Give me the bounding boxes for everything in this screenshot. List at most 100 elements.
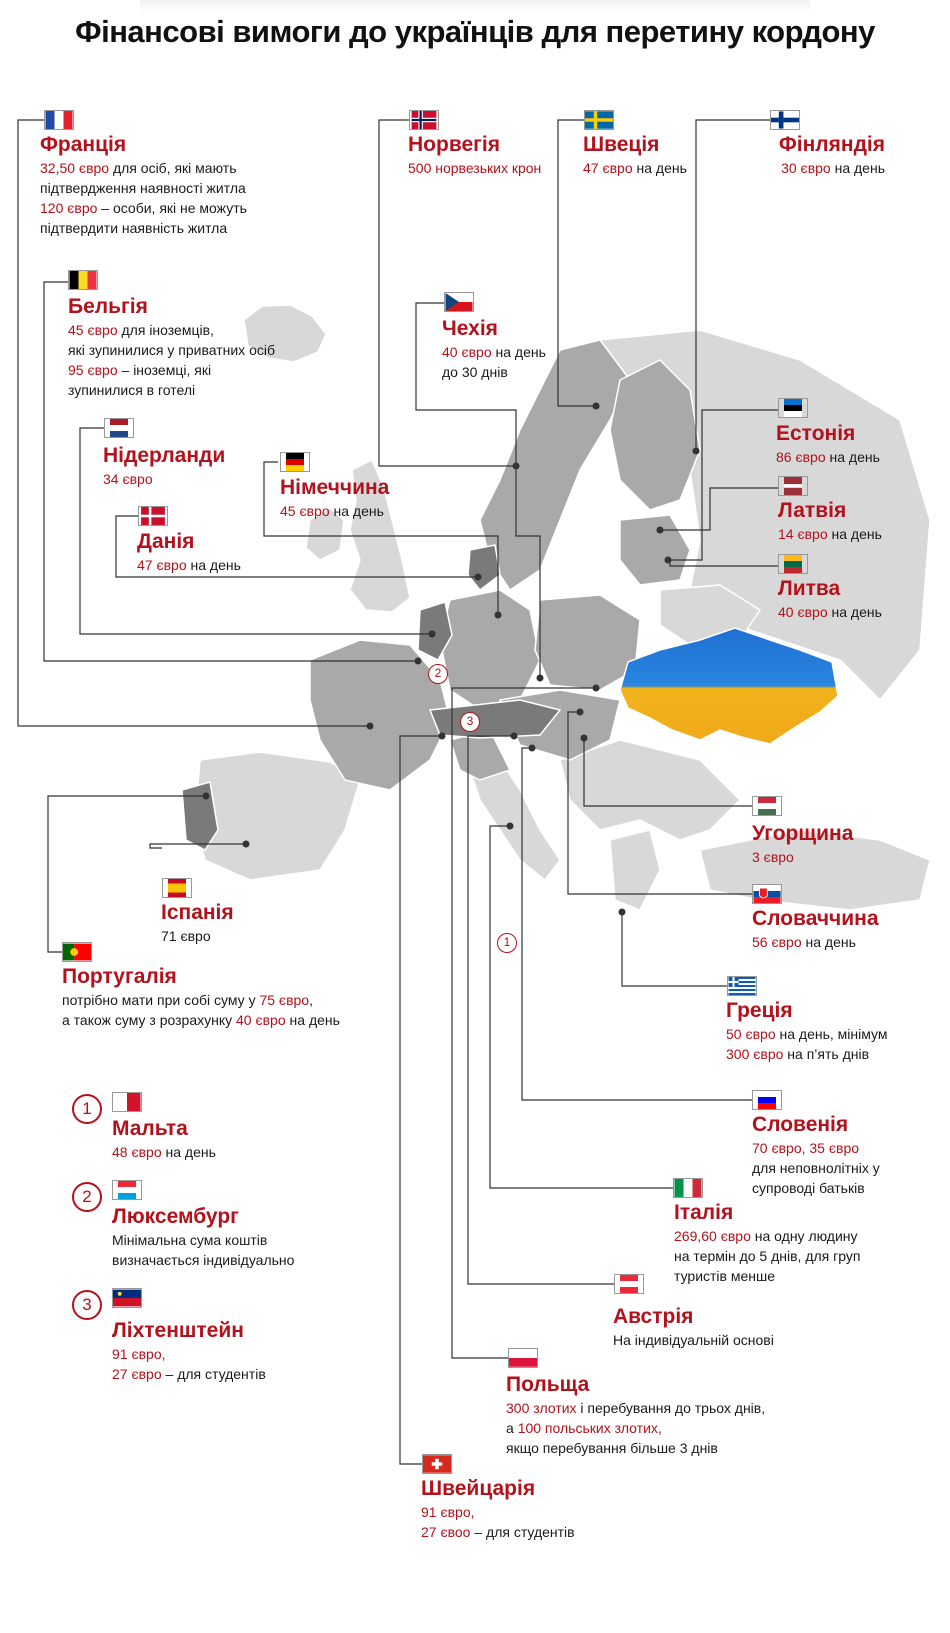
malta-text-1: на день [161, 1144, 216, 1160]
baltics-shape [619, 514, 691, 586]
belgium-flag-icon [68, 270, 98, 290]
denmark-flag-icon [138, 506, 168, 526]
leader-norway [378, 119, 516, 467]
page-title: Фінансові вимоги до українців для перети… [75, 14, 875, 49]
luxembourg-flag-icon [112, 1180, 142, 1200]
france-block: Франція 32,50 євро для осіб, які мають п… [40, 132, 247, 238]
belgium-text-2: які зупинилися у приватних осіб [68, 342, 275, 358]
france-text-3: – особи, які не можуть [97, 200, 247, 216]
greece-value-2: 300 євро [726, 1046, 784, 1062]
slovakia-value-1: 56 євро [752, 934, 802, 950]
greece-name: Греція [726, 999, 793, 1022]
belgium-value-2: 95 євро [68, 362, 118, 378]
portugal-name: Португалія [62, 965, 177, 988]
germany-shape [439, 589, 541, 711]
slovenia-block: Словенія 70 євро, 35 євро для неповноліт… [752, 1112, 880, 1198]
leader-greece [621, 912, 727, 987]
germany-block: Німеччина 45 євро на день [280, 475, 389, 521]
sweden-block: Швеція 47 євро на день [583, 132, 687, 178]
finland-shape [609, 359, 701, 511]
netherlands-block: Нідерланди 34 євро [103, 443, 225, 489]
leader-denmark [115, 515, 478, 578]
liechtenstein-badge: 3 [72, 1290, 102, 1320]
slovenia-text-2: для неповнолітніх у [752, 1160, 880, 1176]
portugal-flag-icon [62, 942, 92, 962]
greece-block: Греція 50 євро на день, мінімум 300 євро… [726, 998, 888, 1064]
france-text-4: підтвердити наявність житла [40, 220, 228, 236]
lithuania-text-1: на день [827, 604, 882, 620]
italy-text-3: туристів менше [674, 1268, 776, 1284]
liechtenstein-flag-icon [112, 1288, 142, 1308]
portugal-value-1: 75 євро [259, 992, 310, 1008]
slovenia-text-3: супроводі батьків [752, 1180, 865, 1196]
estonia-value-1: 86 євро [776, 449, 826, 465]
netherlands-name: Нідерланди [103, 444, 226, 467]
leader-belgium [43, 281, 418, 662]
leader-netherlands [79, 427, 432, 635]
switzerland-flag-icon [422, 1454, 452, 1474]
balkans-shape [559, 739, 742, 841]
slovenia-name: Словенія [752, 1113, 849, 1136]
estonia-text-1: на день [825, 449, 880, 465]
ukraine-shape [619, 627, 839, 745]
portugal-shape [181, 781, 219, 851]
map-mid [309, 339, 701, 791]
italy-name: Італія [674, 1201, 734, 1224]
poland-block: Польща 300 злотих і перебування до трьох… [506, 1372, 765, 1458]
italy-shape [469, 759, 561, 882]
ireland-shape [305, 507, 345, 561]
leader-spain [149, 843, 246, 849]
leader-switzerland [399, 735, 442, 1465]
slovakia-flag-icon [752, 884, 782, 904]
leader-portugal [47, 795, 206, 953]
leader-italy [489, 825, 673, 1189]
finland-name: Фінляндія [778, 133, 885, 156]
germany-text-1: на день [329, 503, 384, 519]
netherlands-flag-icon [104, 418, 134, 438]
poland-flag-icon [508, 1348, 538, 1368]
switzerland-value-1: 91 євро, [421, 1504, 475, 1520]
czechia-value-1: 40 євро [442, 344, 492, 360]
liechtenstein-value-1: 91 євро, [112, 1346, 166, 1362]
leader-estonia [668, 409, 778, 561]
france-flag-icon [44, 110, 74, 130]
hungary-flag-icon [752, 796, 782, 816]
denmark-name: Данія [137, 530, 195, 553]
luxembourg-badge: 2 [72, 1182, 102, 1212]
denmark-text-1: на день [186, 557, 241, 573]
alps-shape [428, 699, 562, 739]
slovakia-block: Словаччина 56 євро на день [752, 906, 879, 952]
slovenia-value-1: 70 євро, 35 євро [752, 1140, 860, 1156]
malta-name: Мальта [112, 1117, 188, 1140]
sweden-name: Швеція [583, 133, 660, 156]
leader-finland [695, 119, 770, 451]
estonia-flag-icon [778, 398, 808, 418]
leader-latvia [660, 487, 778, 531]
iceland-shape [243, 304, 327, 363]
finland-block: Фінляндія 30 євро на день [779, 132, 885, 178]
lithuania-value-1: 40 євро [778, 604, 828, 620]
belgium-text-3: – іноземці, які [117, 362, 212, 378]
greece-value-1: 50 євро [726, 1026, 776, 1042]
malta-badge: 1 [72, 1094, 102, 1124]
slovakia-name: Словаччина [752, 907, 879, 930]
spain-shape [194, 751, 361, 881]
latvia-value-1: 14 євро [778, 526, 828, 542]
leader-lines [17, 119, 778, 1465]
latvia-text-1: на день [827, 526, 882, 542]
spain-block: Іспанія 71 євро [161, 900, 234, 946]
czechia-block: Чехія 40 євро на день до 30 днів [442, 316, 546, 382]
liechtenstein-text-2: – для студентів [161, 1366, 266, 1382]
luxembourg-block: Люксембург Мінімальна сума коштів визнач… [112, 1204, 294, 1270]
title-shadow [140, 0, 810, 14]
belgium-text-4: зупинилися в готелі [68, 382, 196, 398]
finland-value-1: 30 євро [781, 160, 831, 176]
switzerland-value-2: 27 євоо [421, 1524, 471, 1540]
austria-text-1: На індивідуальній основі [613, 1332, 774, 1348]
germany-flag-icon [280, 452, 310, 472]
poland-value-1: 300 злотих [506, 1400, 577, 1416]
leader-sweden [557, 119, 596, 407]
map-marker-2: 2 [428, 664, 448, 684]
latvia-block: Латвія 14 євро на день [778, 498, 882, 544]
belgium-value-1: 45 євро [68, 322, 118, 338]
